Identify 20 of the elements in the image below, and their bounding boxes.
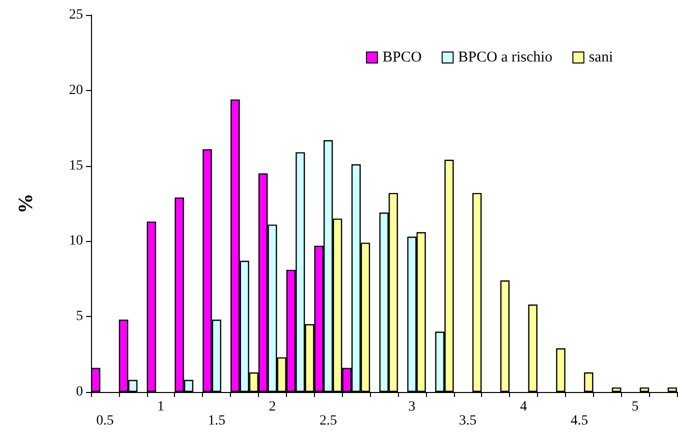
y-tick-label: 20 (69, 82, 83, 98)
x-tick-label: 0.5 (96, 414, 114, 428)
y-tick-label: 10 (69, 234, 83, 249)
y-axis-title: % (15, 194, 37, 214)
legend-label: BPCO (382, 50, 422, 66)
legend-label: BPCO a rischio (458, 50, 552, 66)
x-tick-label: 3.5 (458, 414, 476, 428)
legend-label: sani (588, 50, 614, 66)
x-tick-label: 2.5 (319, 414, 337, 428)
x-tick-label: 1.5 (208, 414, 226, 428)
y-tick-label: 0 (76, 384, 83, 400)
x-tick-label: 4.5 (570, 414, 588, 428)
x-tick-label: 3 (408, 400, 416, 414)
x-tick-label: 5 (632, 400, 639, 414)
y-tick-label: 25 (69, 8, 83, 22)
y-tick-label: 5 (76, 309, 83, 324)
x-tick-label: 1 (157, 400, 164, 414)
y-tick-label: 15 (69, 158, 83, 174)
x-tick-label: 4 (520, 400, 528, 414)
x-tick-label: 2 (268, 400, 276, 414)
